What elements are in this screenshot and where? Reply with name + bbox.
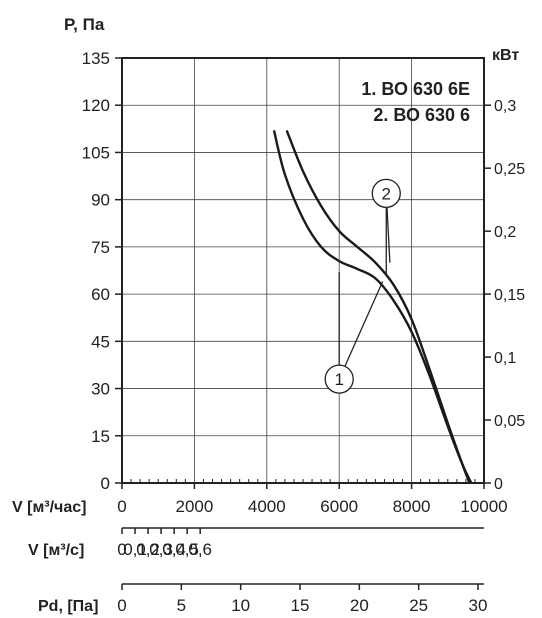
x-tick-label: 2000 [175, 497, 213, 516]
series-lines [272, 129, 473, 484]
y-tick-label: 105 [82, 143, 110, 162]
y2-tick-label: 0,1 [494, 350, 516, 367]
y-tick-label: 60 [91, 285, 110, 304]
callout-label: 1 [334, 370, 343, 389]
y-tick-label: 0 [101, 474, 110, 493]
legend-entry-1: 1. ВО 630 6Е [361, 79, 470, 99]
y2-axis-label: кВт [492, 47, 519, 64]
callout-circle [371, 178, 401, 209]
x-tick-label: 6000 [320, 497, 358, 516]
x2-tick-label: 0,5 [175, 540, 199, 559]
x-tick-label: 8000 [393, 497, 431, 516]
y2-tick-label: 0,3 [494, 98, 516, 115]
y-tick-label: 120 [82, 96, 110, 115]
y-tick-label: 15 [91, 427, 110, 446]
x3-tick-label: 15 [291, 596, 310, 615]
callout-circle [324, 364, 354, 394]
x2-tick-label: 0,6 [188, 540, 212, 559]
y2-tick-label: 0,2 [494, 224, 516, 241]
x-axis-label-m3h: V [м³/час] [12, 499, 86, 516]
series-line-1 [272, 130, 473, 484]
x2-tick-label: 0 [117, 540, 126, 559]
x-axis-label-m3s: V [м³/с] [28, 542, 84, 559]
series-line-2 [285, 129, 471, 484]
x3-tick-label: 30 [469, 596, 488, 615]
x3-tick-label: 0 [117, 596, 126, 615]
x-tick-label: 10000 [460, 497, 507, 516]
y2-tick-label: 0,15 [494, 287, 525, 304]
callouts: 21 [324, 178, 401, 394]
x-axis-label-pd: Pd, [Па] [38, 598, 98, 615]
legend-entry-2: 2. ВО 630 6 [373, 105, 470, 125]
x2-tick-label: 0,3 [149, 540, 173, 559]
grid [122, 58, 484, 483]
x3-tick-label: 20 [350, 596, 369, 615]
x3-tick-label: 10 [231, 596, 250, 615]
x-tick-label: 0 [117, 497, 126, 516]
x2-tick-label: 0,1 [123, 540, 147, 559]
y2-axis-ticks: 0 0,05 0,1 0,15 0,2 0,25 0,3 [484, 98, 525, 493]
plot-frame [121, 57, 485, 484]
callout-label: 2 [382, 184, 391, 203]
y-axis-label: P, Па [64, 15, 105, 34]
x2-tick-label: 0,2 [136, 540, 160, 559]
y-tick-label: 75 [91, 238, 110, 257]
x-tick-label: 4000 [248, 497, 286, 516]
y2-tick-label: 0,25 [494, 161, 525, 178]
y-tick-label: 30 [91, 380, 110, 399]
x3-tick-label: 5 [177, 596, 186, 615]
y2-tick-label: 0 [494, 476, 503, 493]
x2-tick-label: 0,4 [162, 540, 186, 559]
callout-leader [338, 281, 384, 380]
y-axis-ticks: 0 15 30 45 60 75 90 105 120 135 [82, 49, 122, 493]
y-tick-label: 45 [91, 332, 110, 351]
x3-tick-label: 25 [409, 596, 428, 615]
y-tick-label: 135 [82, 49, 110, 68]
y-tick-label: 90 [91, 191, 110, 210]
y2-tick-label: 0,05 [494, 413, 525, 430]
